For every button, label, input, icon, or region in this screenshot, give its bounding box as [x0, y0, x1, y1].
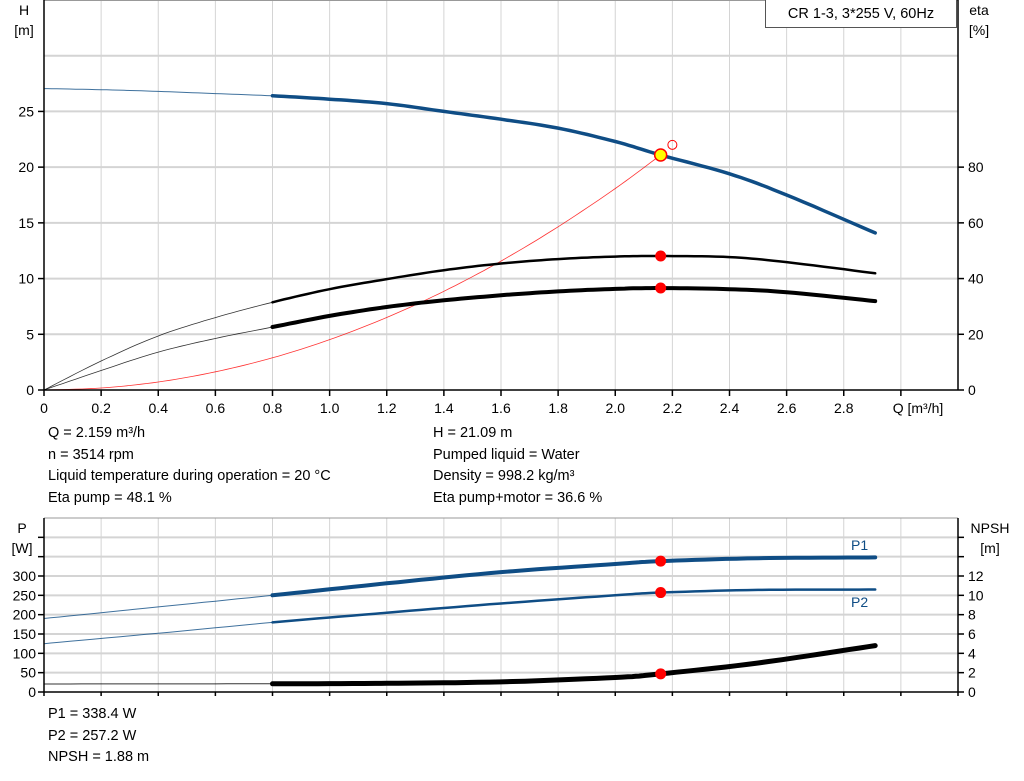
- p-tick-label: 150: [13, 626, 37, 642]
- p1-curve: [270, 555, 878, 598]
- x-tick-label: 1.6: [491, 400, 511, 416]
- npsh-tick-label: 12: [968, 568, 984, 584]
- p-tick-label: 50: [20, 665, 36, 681]
- y-right-tick-label: 60: [968, 215, 984, 231]
- eta-pump-motor-duty-marker: [655, 282, 667, 294]
- npsh-readout: NPSH = 1.88 m: [48, 749, 150, 765]
- x-tick-label: 0.2: [91, 400, 111, 416]
- flow-readout: Q = 2.159 m³/h: [48, 425, 146, 441]
- npsh-tick-label: 0: [968, 684, 976, 700]
- p2-curve-extrapolated: [43, 621, 273, 645]
- x-tick-label: 0.4: [149, 400, 169, 416]
- info-left-column: Q = 2.159 m³/h n = 3514 rpm Liquid tempe…: [48, 423, 331, 509]
- p-tick-label: 100: [13, 645, 37, 661]
- top-curves: [43, 88, 878, 391]
- x-tick-label: 2.8: [834, 400, 854, 416]
- p1-curve-extrapolated: [43, 594, 273, 619]
- eta-pump-duty-marker: [655, 250, 667, 262]
- p2-readout: P2 = 257.2 W: [48, 727, 137, 744]
- y-tick-label: 5: [26, 326, 34, 342]
- eta-pump-curve-extrapolated: [43, 301, 273, 391]
- density-readout: Density = 998.2 kg/m³: [433, 468, 575, 484]
- p-tick-label: 250: [13, 587, 37, 603]
- eta-pump-curve: [271, 254, 877, 304]
- temperature-readout: Liquid temperature during operation = 20…: [48, 468, 331, 484]
- bottom-right-axis-label-line2: [m]: [980, 540, 999, 556]
- system-curve-extrapolated: [43, 154, 661, 391]
- x-tick-label: 1.0: [320, 400, 340, 416]
- p-tick-label: 0: [28, 684, 36, 700]
- x-tick-label: 0: [40, 400, 48, 416]
- head-curve-extrapolated: [44, 88, 273, 97]
- bottom-grid: [44, 517, 958, 692]
- npsh-duty-marker: [655, 668, 667, 680]
- npsh-tick-label: 8: [968, 607, 976, 623]
- eta-pump-motor-curve: [270, 286, 878, 329]
- x-tick-label: 2.4: [720, 400, 740, 416]
- x-tick-label: 1.4: [434, 400, 454, 416]
- p-tick-label: 300: [13, 568, 37, 584]
- p2-duty-marker: [655, 587, 667, 599]
- bottom-left-axis-label-line2: [W]: [12, 540, 33, 556]
- y-right-tick-label: 0: [968, 382, 976, 398]
- info-right-column: H = 21.09 m Pumped liquid = Water Densit…: [433, 423, 602, 509]
- x-tick-label: 2.2: [663, 400, 683, 416]
- p1-series-label: P1: [851, 537, 868, 553]
- x-tick-label: 0.6: [206, 400, 226, 416]
- eta-pump-readout: Eta pump = 48.1 %: [48, 489, 172, 506]
- bottom-right-axis-label-line1: NPSH: [971, 520, 1010, 536]
- chart-title: CR 1-3, 3*255 V, 60Hz: [765, 0, 957, 28]
- y-right-tick-label: 40: [968, 271, 984, 287]
- npsh-tick-label: 4: [968, 645, 976, 661]
- top-grid: [44, 0, 958, 390]
- npsh-tick-label: 10: [968, 587, 984, 603]
- npsh-curve: [270, 643, 878, 687]
- p-tick-label: 200: [13, 607, 37, 623]
- duty-point-marker: [653, 148, 668, 162]
- top-left-axis-label-line2: [m]: [14, 22, 33, 38]
- top-right-axis-label-line2: [%]: [969, 22, 989, 38]
- y-right-tick-label: 20: [968, 326, 984, 342]
- eta-pump-motor-curve-extrapolated: [43, 326, 273, 391]
- axis-labels: H [m] eta [%] Q [m³/h] P [W] NPSH [m] P1…: [12, 2, 1010, 610]
- top-right-axis-label-line1: eta: [969, 2, 989, 18]
- p2-series-label: P2: [851, 594, 868, 610]
- liquid-readout: Pumped liquid = Water: [433, 446, 580, 463]
- y-tick-label: 10: [18, 271, 34, 287]
- x-tick-label: 2.6: [777, 400, 797, 416]
- y-tick-label: 25: [18, 103, 34, 119]
- head-readout: H = 21.09 m: [433, 425, 513, 441]
- axes: 0 0.2 0.4 0.6 0.8 1.0 1.2 1.4 1.6 1.8 2.0 2.2 2.4 2.6…: [13, 0, 984, 700]
- speed-readout: n = 3514 rpm: [48, 446, 134, 463]
- head-curve: [270, 94, 877, 235]
- bottom-curves: [43, 555, 878, 687]
- npsh-tick-label: 2: [968, 665, 976, 681]
- eta-pump-motor-readout: Eta pump+motor = 36.6 %: [433, 489, 603, 506]
- x-tick-label: 1.8: [548, 400, 568, 416]
- info-bottom: P1 = 338.4 W P2 = 257.2 W NPSH = 1.88 m: [48, 704, 149, 769]
- x-tick-label: 0.8: [263, 400, 283, 416]
- y-tick-label: 15: [18, 215, 34, 231]
- requested-point-marker: [667, 139, 678, 150]
- x-axis-label: Q [m³/h]: [893, 400, 944, 416]
- x-tick-label: 1.2: [377, 400, 397, 416]
- y-right-tick-label: 80: [968, 159, 984, 175]
- x-tick-label: 2.0: [606, 400, 626, 416]
- npsh-tick-label: 6: [968, 626, 976, 642]
- y-tick-label: 20: [18, 159, 34, 175]
- p1-duty-marker: [655, 555, 667, 567]
- p2-curve: [271, 588, 877, 624]
- y-tick-label: 0: [26, 382, 34, 398]
- p1-readout: P1 = 338.4 W: [48, 706, 137, 722]
- top-left-axis-label-line1: H: [19, 2, 29, 18]
- bottom-left-axis-label-line1: P: [17, 520, 26, 536]
